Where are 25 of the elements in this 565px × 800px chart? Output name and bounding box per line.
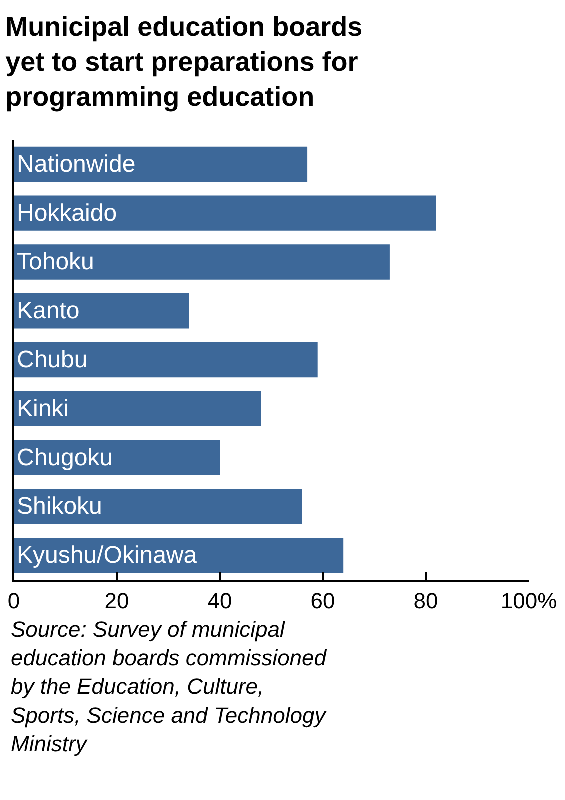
y-tick-label: Kanto xyxy=(17,298,80,325)
y-tick-label: Shikoku xyxy=(17,493,102,520)
y-tick-label: Kinki xyxy=(17,395,70,422)
y-tick-label: Tohoku xyxy=(17,248,94,276)
bar xyxy=(14,391,262,426)
x-tick-label: 100% xyxy=(500,588,558,614)
chart-title: Municipal education boards yet to start preparations for programming education xyxy=(6,12,363,112)
y-tick-label: Chugoku xyxy=(17,444,114,472)
x-tick-label: 40 xyxy=(208,588,232,614)
x-tick-label: 0 xyxy=(8,588,20,614)
x-tick-label: 80 xyxy=(414,588,438,614)
y-tick-label: Kyushu/Okinawa xyxy=(17,542,198,570)
y-tick-label: Hokkaido xyxy=(17,200,118,227)
bar xyxy=(14,244,390,280)
x-tick-label: 60 xyxy=(310,588,336,614)
source-note: Source: Survey of municipal education boards commissioned by the Education, Culture, Sports, Science and Technology Ministry xyxy=(11,617,328,756)
x-tick-label: 20 xyxy=(104,588,130,614)
y-tick-label: Chubu xyxy=(17,346,88,374)
bar xyxy=(14,196,436,231)
y-tick-label: Nationwide xyxy=(17,150,136,178)
bar xyxy=(14,294,190,329)
bar xyxy=(14,342,318,378)
bar xyxy=(14,489,302,524)
bar xyxy=(14,440,220,476)
bar xyxy=(14,146,308,182)
